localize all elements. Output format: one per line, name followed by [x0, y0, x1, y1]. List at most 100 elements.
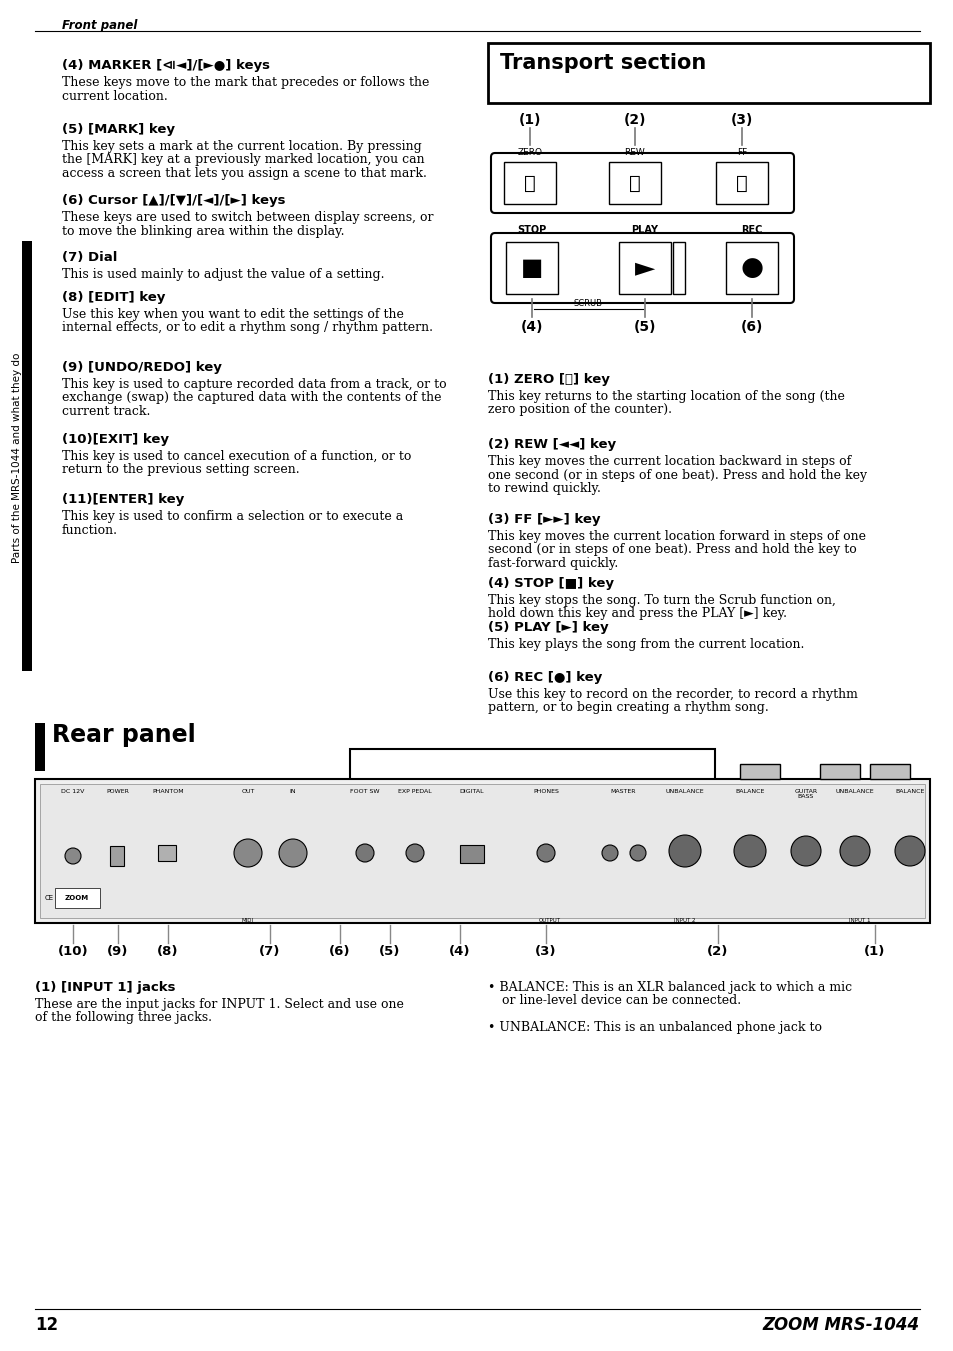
Text: Front panel: Front panel: [62, 19, 137, 32]
Text: This key moves the current location forward in steps of one: This key moves the current location forw…: [488, 530, 865, 543]
Text: (3) FF [►►] key: (3) FF [►►] key: [488, 513, 599, 526]
Text: FOOT SW: FOOT SW: [350, 789, 379, 794]
Text: internal effects, or to edit a rhythm song / rhythm pattern.: internal effects, or to edit a rhythm so…: [62, 322, 433, 335]
Bar: [672, 242, 684, 295]
Text: (9) [UNDO/REDO] key: (9) [UNDO/REDO] key: [62, 361, 222, 374]
FancyBboxPatch shape: [716, 162, 767, 204]
Text: (3): (3): [535, 944, 557, 958]
Text: PHANTOM: PHANTOM: [152, 789, 184, 794]
Text: (5): (5): [633, 320, 656, 334]
Bar: [55, 888, 100, 908]
Text: (7) Dial: (7) Dial: [62, 251, 117, 263]
Text: IN: IN: [290, 789, 296, 794]
Text: GUITAR
BASS: GUITAR BASS: [794, 789, 817, 800]
Text: This is used mainly to adjust the value of a setting.: This is used mainly to adjust the value …: [62, 267, 384, 281]
Circle shape: [894, 836, 924, 866]
Text: (6): (6): [329, 944, 351, 958]
Circle shape: [629, 844, 645, 861]
Text: (8) [EDIT] key: (8) [EDIT] key: [62, 290, 165, 304]
Text: ⏩: ⏩: [736, 173, 747, 192]
Text: (2): (2): [706, 944, 728, 958]
Text: INPUT 2: INPUT 2: [674, 917, 695, 923]
Text: MASTER: MASTER: [610, 789, 635, 794]
Text: This key sets a mark at the current location. By pressing: This key sets a mark at the current loca…: [62, 141, 421, 153]
Text: access a screen that lets you assign a scene to that mark.: access a screen that lets you assign a s…: [62, 168, 426, 180]
Text: This key stops the song. To turn the Scrub function on,: This key stops the song. To turn the Scr…: [488, 594, 835, 607]
Text: (5): (5): [379, 944, 400, 958]
Text: These are the input jacks for INPUT 1. Select and use one: These are the input jacks for INPUT 1. S…: [35, 998, 403, 1011]
Text: (4): (4): [449, 944, 470, 958]
Text: BALANCE: BALANCE: [894, 789, 923, 794]
Text: PHONES: PHONES: [533, 789, 558, 794]
Text: the [MARK] key at a previously marked location, you can: the [MARK] key at a previously marked lo…: [62, 154, 424, 166]
Text: INPUT 1: INPUT 1: [848, 917, 870, 923]
Text: FF: FF: [736, 149, 746, 157]
Text: (1): (1): [518, 113, 540, 127]
Bar: [488, 43, 929, 103]
Text: (5) [MARK] key: (5) [MARK] key: [62, 123, 174, 136]
Bar: [110, 846, 124, 866]
Circle shape: [733, 835, 765, 867]
Circle shape: [406, 844, 423, 862]
Polygon shape: [869, 765, 909, 780]
Text: (4) STOP [■] key: (4) STOP [■] key: [488, 577, 614, 590]
FancyBboxPatch shape: [618, 242, 670, 295]
Text: STOP: STOP: [517, 226, 546, 235]
Text: (11)[ENTER] key: (11)[ENTER] key: [62, 493, 184, 507]
Bar: [22, 240, 32, 671]
Text: ●: ●: [740, 255, 762, 281]
Text: This key plays the song from the current location.: This key plays the song from the current…: [488, 638, 803, 651]
Text: PLAY: PLAY: [631, 226, 658, 235]
Text: CE: CE: [45, 894, 54, 901]
FancyBboxPatch shape: [491, 232, 793, 303]
Text: This key is used to capture recorded data from a track, or to: This key is used to capture recorded dat…: [62, 378, 446, 390]
Text: These keys move to the mark that precedes or follows the: These keys move to the mark that precede…: [62, 76, 429, 89]
Text: hold down this key and press the PLAY [►] key.: hold down this key and press the PLAY [►…: [488, 608, 786, 620]
Text: • UNBALANCE: This is an unbalanced phone jack to: • UNBALANCE: This is an unbalanced phone…: [488, 1021, 821, 1034]
Text: pattern, or to begin creating a rhythm song.: pattern, or to begin creating a rhythm s…: [488, 701, 768, 715]
Circle shape: [790, 836, 821, 866]
Text: (1): (1): [863, 944, 884, 958]
Circle shape: [537, 844, 555, 862]
Text: one second (or in steps of one beat). Press and hold the key: one second (or in steps of one beat). Pr…: [488, 469, 866, 481]
Text: Rear panel: Rear panel: [52, 723, 195, 747]
Text: UNBALANCE: UNBALANCE: [835, 789, 873, 794]
Text: MIDI: MIDI: [242, 917, 253, 923]
Text: EXP PEDAL: EXP PEDAL: [397, 789, 432, 794]
FancyBboxPatch shape: [725, 242, 778, 295]
Text: Use this key to record on the recorder, to record a rhythm: Use this key to record on the recorder, …: [488, 688, 857, 701]
Text: This key is used to confirm a selection or to execute a: This key is used to confirm a selection …: [62, 509, 403, 523]
Text: (9): (9): [107, 944, 129, 958]
Bar: [459, 844, 483, 863]
Text: second (or in steps of one beat). Press and hold the key to: second (or in steps of one beat). Press …: [488, 543, 856, 557]
Text: ⏪: ⏪: [628, 173, 640, 192]
Text: of the following three jacks.: of the following three jacks.: [35, 1012, 212, 1024]
Text: ZOOM MRS-1044: ZOOM MRS-1044: [762, 1316, 919, 1333]
Text: ►: ►: [634, 255, 655, 281]
Text: • BALANCE: This is an XLR balanced jack to which a mic: • BALANCE: This is an XLR balanced jack …: [488, 981, 851, 994]
Circle shape: [278, 839, 307, 867]
Text: exchange (swap) the captured data with the contents of the: exchange (swap) the captured data with t…: [62, 392, 441, 404]
Text: ZERO: ZERO: [517, 149, 542, 157]
Text: This key is used to cancel execution of a function, or to: This key is used to cancel execution of …: [62, 450, 411, 463]
FancyBboxPatch shape: [505, 242, 558, 295]
Text: OUTPUT: OUTPUT: [538, 917, 560, 923]
Text: (8): (8): [157, 944, 178, 958]
Text: POWER: POWER: [107, 789, 130, 794]
Text: DC 12V: DC 12V: [61, 789, 85, 794]
Text: This key moves the current location backward in steps of: This key moves the current location back…: [488, 455, 850, 467]
Text: ZOOM: ZOOM: [65, 894, 89, 901]
Text: (1) ZERO [⏮] key: (1) ZERO [⏮] key: [488, 373, 609, 386]
Text: UNBALANCE: UNBALANCE: [665, 789, 703, 794]
Text: (3): (3): [730, 113, 753, 127]
Text: Transport section: Transport section: [499, 53, 705, 73]
Circle shape: [840, 836, 869, 866]
Text: (6) Cursor [▲]/[▼]/[◄]/[►] keys: (6) Cursor [▲]/[▼]/[◄]/[►] keys: [62, 195, 285, 207]
FancyBboxPatch shape: [503, 162, 556, 204]
Text: ⏮: ⏮: [523, 173, 536, 192]
FancyBboxPatch shape: [491, 153, 793, 213]
Circle shape: [233, 839, 262, 867]
Text: (1) [INPUT 1] jacks: (1) [INPUT 1] jacks: [35, 981, 175, 994]
Bar: [40, 784, 924, 917]
Circle shape: [355, 844, 374, 862]
